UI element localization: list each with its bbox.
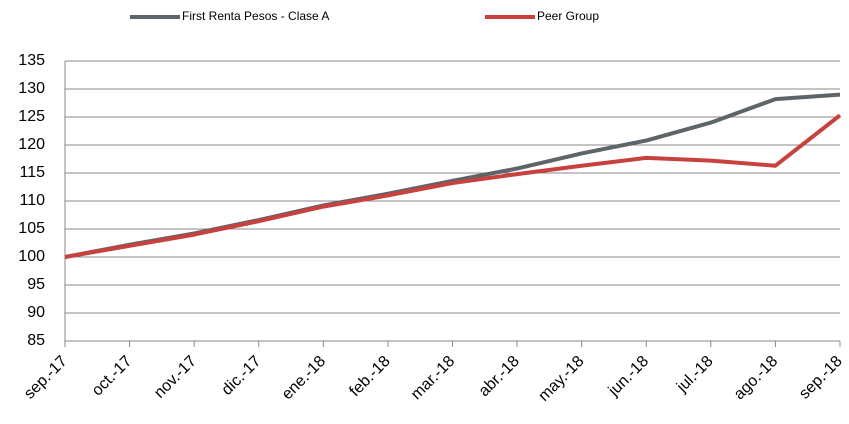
y-tick-label: 105 <box>18 220 45 237</box>
series-line <box>64 92 841 259</box>
x-tick-label: ene.-18 <box>279 353 329 403</box>
x-tick-label: abr.-18 <box>476 353 523 400</box>
y-tick-label: 100 <box>18 248 45 265</box>
y-tick-label: 90 <box>27 304 45 321</box>
x-tick-label: may.-18 <box>535 353 587 405</box>
y-tick-label: 120 <box>18 136 45 153</box>
y-tick-label: 115 <box>19 164 45 181</box>
x-tick-label: feb.-18 <box>346 353 393 400</box>
legend-label: Peer Group <box>537 9 599 23</box>
x-tick-label: jul.-18 <box>673 353 717 397</box>
y-tick-label: 110 <box>19 192 45 209</box>
y-tick-label: 135 <box>18 52 45 69</box>
x-tick-label: nov.-17 <box>151 353 200 402</box>
x-tick-label: jun.-18 <box>605 353 652 400</box>
x-tick-label: sep.-18 <box>796 353 846 403</box>
x-tick-label: oct.-17 <box>89 353 136 400</box>
y-tick-label: 130 <box>18 80 45 97</box>
x-tick-label: mar.-18 <box>408 353 458 403</box>
y-tick-label: 95 <box>27 276 45 293</box>
x-tick-label: dic.-17 <box>219 353 265 399</box>
x-tick-label: sep.-17 <box>21 353 71 403</box>
y-tick-label: 125 <box>18 108 45 125</box>
x-tick-label: ago.-18 <box>731 353 781 403</box>
series-line <box>64 113 842 259</box>
y-tick-label: 85 <box>27 332 45 349</box>
legend-label: First Renta Pesos - Clase A <box>182 9 329 23</box>
